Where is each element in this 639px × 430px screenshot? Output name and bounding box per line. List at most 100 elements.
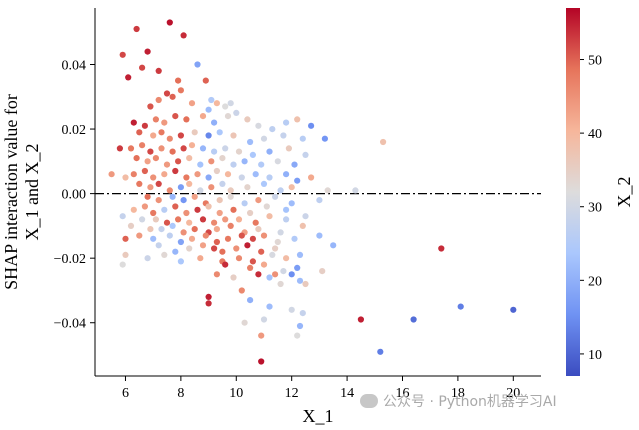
scatter-point	[177, 184, 184, 191]
scatter-point	[380, 138, 387, 146]
scatter-point	[116, 145, 123, 152]
scatter-point	[219, 155, 226, 162]
scatter-point	[299, 135, 306, 142]
scatter-point	[213, 100, 220, 107]
scatter-point	[280, 268, 287, 275]
x-tick-label: 16	[395, 386, 409, 401]
scatter-point	[108, 171, 115, 178]
scatter-point	[260, 180, 268, 187]
scatter-point	[222, 216, 229, 223]
scatter-point	[155, 180, 162, 187]
scatter-point	[288, 200, 295, 207]
scatter-point	[230, 132, 237, 139]
scatter-point	[211, 245, 218, 252]
scatter-point	[158, 226, 165, 233]
scatter-point	[260, 261, 268, 268]
scatter-point	[150, 174, 157, 181]
scatter-point	[216, 197, 223, 204]
scatter-point	[194, 171, 201, 178]
scatter-point	[274, 238, 281, 246]
scatter-point	[230, 206, 237, 213]
scatter-point	[260, 316, 268, 323]
scatter-point	[155, 242, 162, 249]
scatter-point	[139, 64, 146, 71]
scatter-point	[299, 222, 306, 229]
scatter-point	[155, 67, 162, 74]
scatter-point	[180, 197, 187, 204]
scatter-point	[166, 187, 173, 194]
scatter-point	[172, 167, 179, 175]
scatter-point	[177, 132, 184, 139]
scatter-point	[208, 96, 215, 104]
scatter-point	[227, 100, 234, 107]
scatter-point	[152, 116, 159, 123]
scatter-point	[296, 277, 304, 284]
scatter-point	[136, 180, 143, 187]
scatter-point	[144, 48, 151, 55]
scatter-point	[235, 255, 243, 262]
y-tick-label: −0.04	[54, 317, 86, 332]
scatter-point	[205, 203, 212, 210]
scatter-point	[269, 251, 276, 258]
scatter-point	[205, 174, 212, 181]
scatter-point	[175, 158, 182, 165]
scatter-point	[266, 274, 273, 281]
scatter-point	[255, 226, 262, 233]
scatter-point	[266, 148, 273, 155]
scatter-point	[213, 238, 220, 246]
scatter-point	[316, 197, 323, 204]
scatter-point	[321, 135, 328, 142]
scatter-point	[166, 135, 173, 142]
scatter-point	[291, 235, 298, 242]
scatter-point	[238, 174, 245, 181]
scatter-point	[296, 322, 304, 330]
scatter-point	[213, 226, 220, 233]
scatter-point	[188, 235, 196, 242]
scatter-point	[294, 332, 301, 339]
scatter-point	[177, 87, 184, 94]
scatter-point	[277, 229, 284, 236]
scatter-point	[186, 245, 193, 252]
colorbar: 10 20 30 40 50	[566, 8, 602, 376]
scatter-point	[302, 151, 309, 158]
scatter-point	[233, 109, 240, 116]
scatter-point	[172, 203, 179, 210]
scatter-point	[150, 209, 157, 217]
scatter-point	[213, 167, 220, 175]
scatter-point	[266, 213, 273, 220]
scatter-point	[288, 184, 295, 191]
scatter-point	[152, 216, 159, 223]
scatter-point	[510, 306, 517, 313]
scatter-point	[161, 206, 168, 213]
scatter-point	[296, 251, 304, 258]
colorbar-tick-label: 40	[588, 127, 602, 142]
scatter-point	[188, 142, 196, 149]
scatter-point	[258, 358, 265, 365]
scatter-point	[269, 126, 276, 133]
watermark: 公众号 · Python机器学习AI	[360, 391, 557, 411]
scatter-point	[172, 248, 179, 255]
scatter-point	[294, 177, 301, 184]
scatter-point	[199, 113, 207, 120]
scatter-point	[227, 187, 234, 194]
scatter-point	[147, 184, 154, 191]
scatter-point	[136, 129, 143, 136]
scatter-point	[288, 306, 295, 313]
scatter-point	[238, 232, 245, 239]
scatter-point	[219, 180, 226, 187]
scatter-point	[252, 171, 259, 178]
scatter-point	[255, 122, 262, 129]
scatter-point	[119, 51, 126, 58]
scatter-point	[175, 216, 182, 223]
scatter-point	[219, 248, 226, 255]
scatter-point	[230, 274, 237, 281]
scatter-point	[266, 174, 273, 181]
scatter-point	[161, 171, 168, 178]
scatter-point	[169, 193, 176, 200]
scatter-point	[352, 187, 359, 194]
scatter-point	[277, 187, 284, 194]
scatter-point	[247, 138, 254, 146]
x-tick-label: 20	[506, 386, 520, 401]
y-tick-label: 0.02	[62, 123, 87, 138]
